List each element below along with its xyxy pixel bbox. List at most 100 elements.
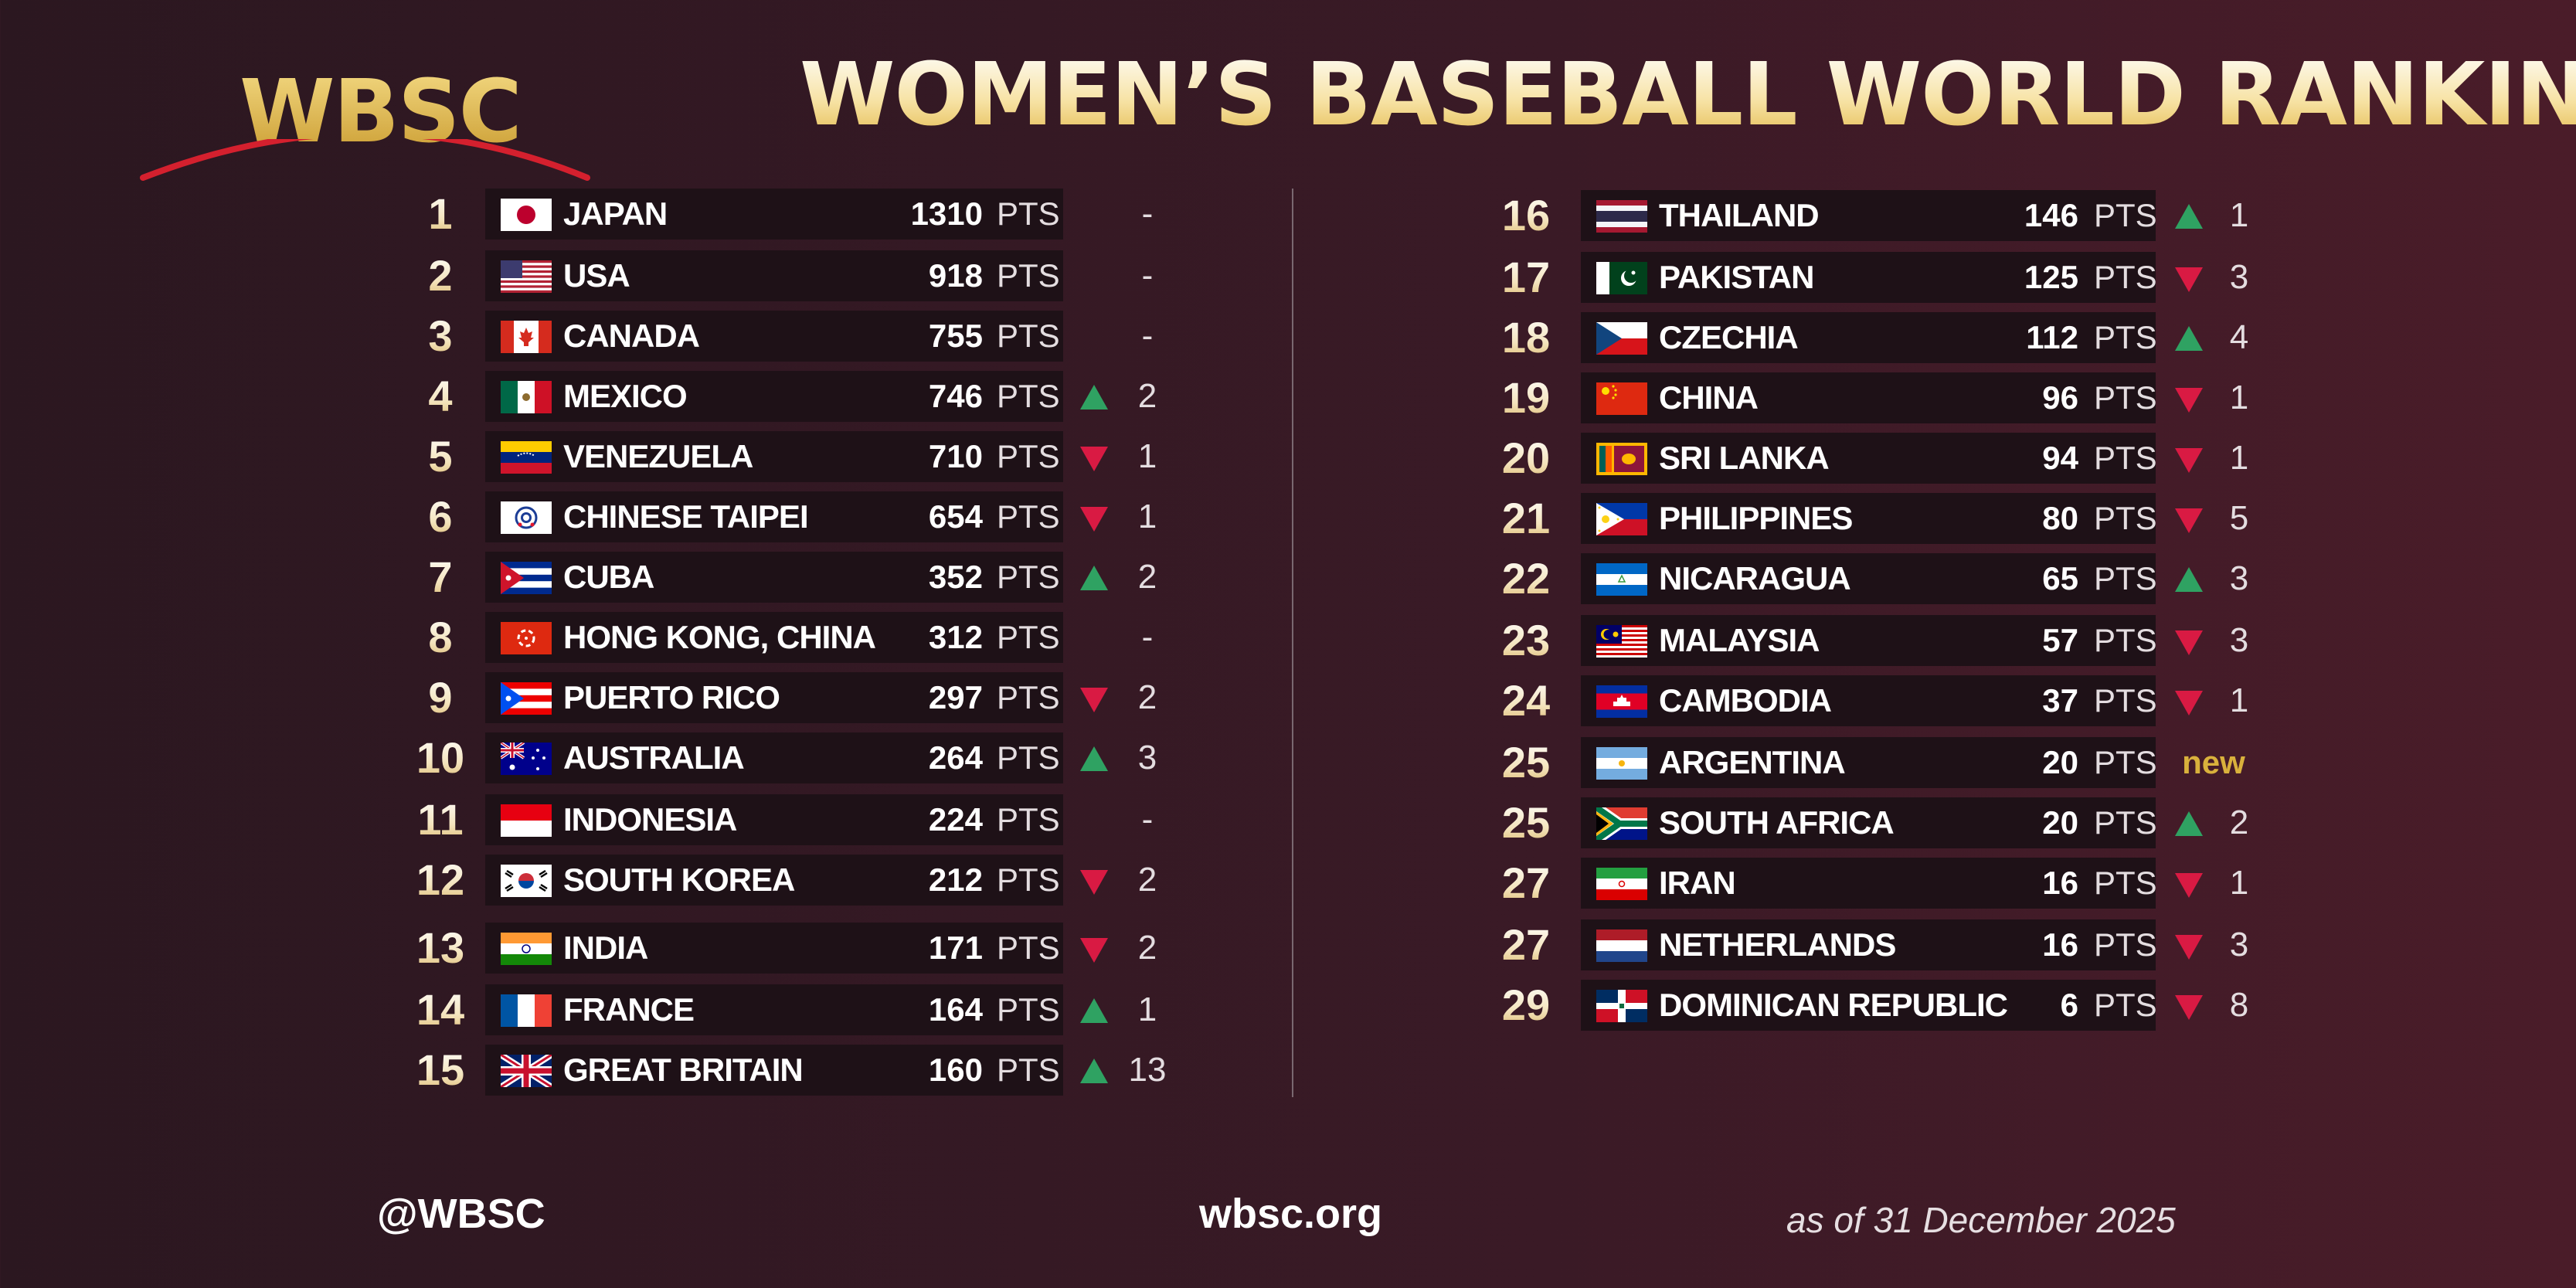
country-name: PUERTO RICO — [563, 679, 780, 715]
points-value: 96 — [2042, 379, 2078, 416]
rank-change: 13 — [1128, 1051, 1167, 1089]
ranking-row: 25 SOUTH AFRICA 20 PTS 2 — [0, 797, 2576, 848]
rank-number: 22 — [1480, 553, 1572, 604]
points-value: 212 — [928, 861, 983, 898]
rank-change: 2 — [2229, 804, 2249, 841]
flag-mx-icon — [501, 381, 552, 413]
arrow-up-icon — [2175, 204, 2203, 229]
rank-change: 1 — [1137, 437, 1157, 475]
points-unit: PTS — [2094, 319, 2157, 355]
arrow-down-icon — [2175, 448, 2203, 473]
arrow-up-icon — [2175, 326, 2203, 351]
ranking-row: 21 PHILIPPINES 80 PTS 5 — [0, 493, 2576, 544]
rank-change: 2 — [1137, 377, 1157, 415]
row-background — [1581, 980, 2156, 1031]
ranking-row: 16 THAILAND 146 PTS 1 — [0, 190, 2576, 241]
points-value: 312 — [928, 619, 983, 655]
rank-number: 2 — [394, 250, 487, 301]
flag-pk-icon — [1596, 262, 1647, 294]
website-link[interactable]: wbsc.org — [1199, 1191, 1383, 1237]
points-unit: PTS — [2094, 744, 2157, 780]
rank-number: 21 — [1480, 493, 1572, 544]
points-value: 710 — [928, 438, 983, 474]
points-value: 20 — [2042, 744, 2078, 780]
row-background — [485, 371, 1063, 422]
rank-change: - — [1141, 195, 1154, 233]
points-value: 171 — [928, 929, 983, 966]
country-name: INDIA — [563, 929, 648, 966]
points-unit: PTS — [997, 739, 1060, 776]
points-value: 20 — [2042, 804, 2078, 841]
country-name: SOUTH AFRICA — [1659, 804, 1895, 841]
row-background — [1581, 190, 2156, 241]
flag-th-icon — [1596, 200, 1647, 233]
ranking-row: 22 NICARAGUA 65 PTS 3 — [0, 553, 2576, 604]
arrow-down-icon — [1080, 688, 1108, 712]
points-unit: PTS — [997, 861, 1060, 898]
row-background — [1581, 675, 2156, 726]
rank-number: 5 — [394, 431, 487, 482]
country-name: HONG KONG, CHINA — [563, 619, 876, 655]
wbsc-logo: WBSC — [139, 46, 603, 185]
ranking-row: 11 INDONESIA 224 PTS - — [0, 794, 2576, 845]
rank-number: 15 — [394, 1045, 487, 1096]
as-of-date: as of 31 December 2025 — [1786, 1200, 2176, 1240]
row-background — [485, 672, 1063, 723]
rank-number: 7 — [394, 552, 487, 603]
points-value: 146 — [2024, 197, 2078, 233]
arrow-down-icon — [2175, 935, 2203, 960]
ranking-row: 24 CAMBODIA 37 PTS 1 — [0, 675, 2576, 726]
ranking-row: 4 MEXICO 746 PTS 2 — [0, 371, 2576, 422]
arrow-down-icon — [2175, 873, 2203, 898]
rank-number: 10 — [394, 732, 487, 783]
row-background — [485, 552, 1063, 603]
rank-change: 3 — [2229, 926, 2249, 963]
arrow-up-icon — [1080, 385, 1108, 410]
ranking-row: 5 VENEZUELA 710 PTS 1 — [0, 431, 2576, 482]
rank-number: 13 — [394, 923, 487, 974]
rank-change: 1 — [1137, 498, 1157, 535]
ranking-row: 27 NETHERLANDS 16 PTS 3 — [0, 919, 2576, 970]
row-background — [1581, 493, 2156, 544]
country-name: PHILIPPINES — [1659, 500, 1853, 536]
points-value: 80 — [2042, 500, 2078, 536]
flag-in-icon — [501, 933, 552, 965]
points-unit: PTS — [997, 257, 1060, 294]
rank-number: 25 — [1480, 797, 1572, 848]
rank-change: 2 — [1137, 929, 1157, 967]
rank-change: 3 — [1137, 739, 1157, 777]
country-name: MALAYSIA — [1659, 622, 1820, 658]
rank-change: - — [1141, 257, 1154, 294]
points-value: 125 — [2024, 259, 2078, 295]
rank-number: 18 — [1480, 312, 1572, 363]
flag-ve-icon — [501, 441, 552, 474]
country-name: NICARAGUA — [1659, 560, 1851, 596]
rank-number: 11 — [394, 794, 487, 845]
flag-jp-icon — [501, 199, 552, 231]
points-value: 352 — [928, 559, 983, 595]
flag-do-icon — [1596, 990, 1647, 1022]
arrow-down-icon — [1080, 447, 1108, 471]
flag-gb-icon — [501, 1055, 552, 1087]
rank-number: 1 — [394, 189, 487, 240]
flag-id-icon — [501, 804, 552, 837]
points-unit: PTS — [997, 679, 1060, 715]
rank-number: 9 — [394, 672, 487, 723]
points-unit: PTS — [2094, 622, 2157, 658]
row-background — [1581, 312, 2156, 363]
points-unit: PTS — [2094, 865, 2157, 901]
points-unit: PTS — [997, 559, 1060, 595]
ranking-row: 27 IRAN 16 PTS 1 — [0, 858, 2576, 909]
rank-change: 5 — [2229, 499, 2249, 537]
points-value: 94 — [2042, 440, 2078, 476]
country-name: MEXICO — [563, 378, 688, 414]
ranking-row: 1 JAPAN 1310 PTS - — [0, 189, 2576, 240]
country-name: CUBA — [563, 559, 654, 595]
new-entry-label: new — [2182, 744, 2245, 780]
arrow-down-icon — [2175, 508, 2203, 533]
points-unit: PTS — [997, 1052, 1060, 1088]
points-unit: PTS — [2094, 379, 2157, 416]
rank-number: 12 — [394, 855, 487, 906]
rank-number: 19 — [1480, 372, 1572, 423]
row-background — [485, 1045, 1063, 1096]
